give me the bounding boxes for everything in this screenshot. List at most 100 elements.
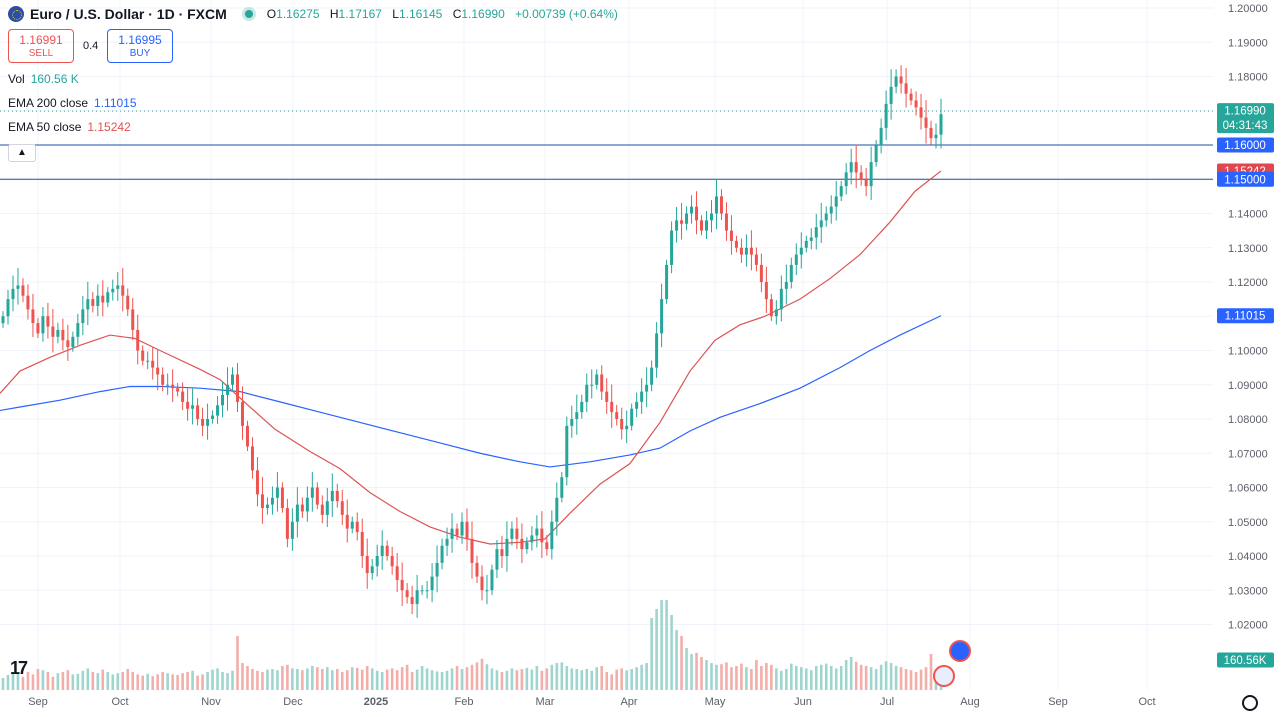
candle-body (365, 556, 369, 574)
volume-bar (111, 674, 115, 690)
legend-ema200[interactable]: EMA 200 close 1.11015 (8, 96, 137, 110)
candle-body (71, 336, 75, 348)
ema50-value: 1.15242 (87, 120, 131, 134)
volume-bar (241, 663, 244, 690)
candle-body (415, 590, 419, 604)
x-tick-label: May (705, 696, 726, 708)
candle-body (111, 288, 115, 293)
candle-body (51, 326, 55, 337)
volume-bar (311, 666, 314, 690)
volume-bar (330, 670, 334, 690)
volume-bar (455, 666, 459, 690)
candle-body (375, 556, 379, 567)
price-label-box (1217, 171, 1274, 187)
volume-bar (71, 674, 75, 690)
volume-bar (76, 673, 80, 690)
candle-body (495, 549, 499, 570)
eu-flag-icon[interactable] (949, 640, 971, 662)
volume-bars (1, 600, 943, 690)
volume-bar (600, 666, 604, 690)
y-tick-label: 1.20000 (1228, 3, 1268, 15)
volume-bar (390, 668, 394, 690)
volume-bar (395, 670, 399, 690)
candle-body (275, 487, 279, 498)
candle-body (655, 333, 659, 368)
volume-bar (809, 670, 813, 690)
volume-bar (405, 664, 409, 690)
volume-bar (276, 670, 279, 690)
volume-bar (216, 668, 219, 690)
x-tick-label: Aug (960, 696, 980, 708)
volume-bar (365, 666, 369, 690)
candle-body (221, 395, 225, 406)
candle-body (864, 179, 868, 187)
candle-body (625, 425, 629, 430)
candle-body (126, 295, 130, 310)
volume-bar (844, 660, 848, 690)
candle-body (680, 220, 684, 224)
candle-body (106, 292, 110, 303)
high-label: H (329, 7, 339, 21)
us-flag-icon[interactable] (933, 665, 955, 687)
candle-body (809, 237, 813, 241)
gear-icon[interactable] (1242, 695, 1258, 711)
volume-bar (226, 673, 229, 690)
volume-bar (814, 666, 818, 690)
candle-body (939, 114, 943, 135)
volume-bar (480, 658, 484, 690)
legend-ema50[interactable]: EMA 50 close 1.15242 (8, 120, 131, 134)
buy-button[interactable]: 1.16995 BUY (107, 29, 173, 63)
volume-bar (156, 674, 159, 690)
candle-body (450, 528, 454, 539)
volume-bar (136, 674, 140, 690)
volume-bar (191, 670, 194, 690)
high-value: 1.17167 (338, 7, 382, 21)
volume-bar (570, 668, 574, 690)
price-label-text: 160.56K (1224, 655, 1267, 667)
candle-body (470, 538, 474, 563)
sell-button[interactable]: 1.16991 SELL (8, 29, 74, 63)
time-axis: Sep Oct Nov Dec 2025 Feb Mar Apr May Jun Jul Aug Sep… (28, 696, 1155, 708)
candle-body (734, 240, 738, 248)
volume-bar (510, 668, 514, 690)
y-tick-label: 1.13000 (1228, 243, 1268, 255)
volume-bar (680, 636, 683, 690)
candle-body (240, 401, 244, 426)
sell-label: SELL (28, 48, 54, 59)
candle-body (91, 299, 95, 306)
ema200-label: EMA 200 close (8, 96, 89, 110)
candle-body (61, 329, 65, 341)
volume-bar (231, 670, 234, 690)
candle-body (520, 538, 524, 550)
tradingview-logo-icon[interactable]: 17 (10, 658, 28, 678)
volume-bar (760, 666, 763, 690)
volume-bar (615, 669, 618, 690)
collapse-legend-button[interactable]: ▲ (8, 144, 36, 162)
change-value: +0.00739 (+0.64%) (515, 7, 618, 21)
candle-body (425, 590, 429, 592)
legend-volume[interactable]: Vol 160.56 K (8, 72, 79, 86)
candle-body (400, 579, 404, 591)
volume-bar (780, 670, 783, 690)
candle-body (570, 419, 574, 426)
candle-body (345, 514, 349, 529)
candle-body (320, 504, 324, 515)
candle-body (510, 528, 514, 539)
volume-bar (66, 670, 70, 690)
volume-bar (620, 668, 623, 690)
volume-bar (221, 672, 224, 690)
symbol-title[interactable]: Euro / U.S. Dollar · 1D · FXCM (30, 6, 227, 22)
horizontal-lines (0, 110, 1213, 180)
candle-body (335, 490, 339, 502)
volume-bar (894, 666, 898, 690)
candle-body (355, 521, 359, 533)
volume-bar (889, 663, 893, 690)
volume-bar (770, 664, 773, 690)
candle-body (325, 501, 329, 515)
volume-bar (819, 664, 823, 690)
volume-bar (430, 670, 434, 690)
countdown-text: 04:31:43 (1223, 120, 1268, 132)
volume-bar (535, 666, 539, 690)
volume-bar (335, 669, 339, 690)
